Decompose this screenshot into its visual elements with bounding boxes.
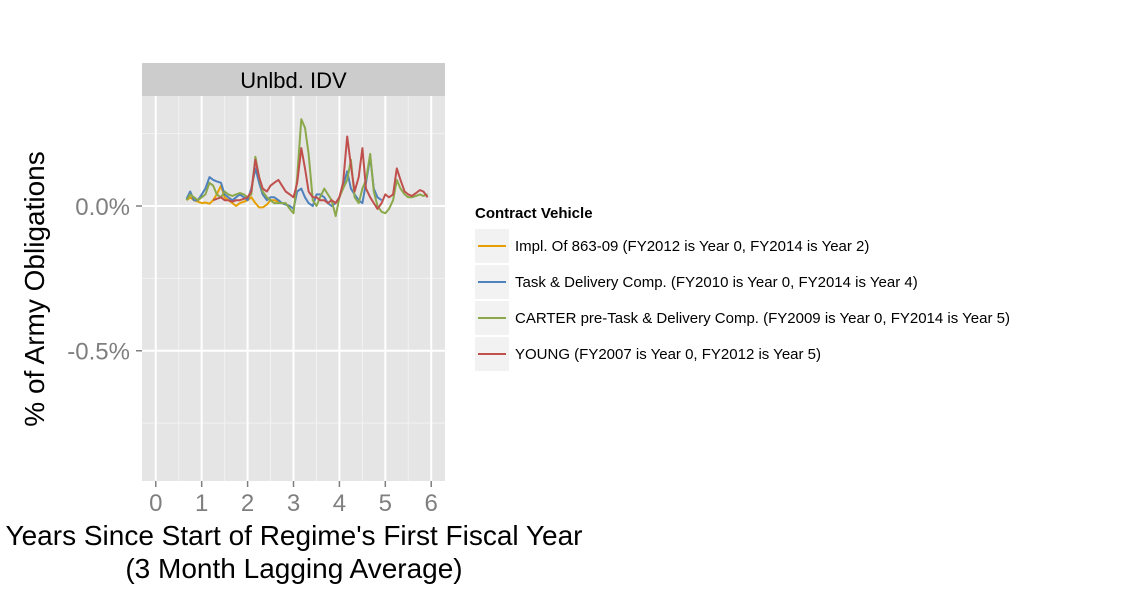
x-axis-title: Years Since Start of Regime's First Fisc…	[6, 520, 583, 551]
legend-label: Task & Delivery Comp. (FY2010 is Year 0,…	[515, 274, 918, 291]
legend-title: Contract Vehicle	[475, 205, 593, 222]
y-axis-title: % of Army Obligations	[19, 151, 50, 426]
facet-label: Unlbd. IDV	[240, 68, 347, 93]
x-tick-label: 6	[425, 490, 438, 517]
y-axis: 0.0% -0.5%	[67, 194, 142, 366]
y-tick-label: -0.5%	[67, 339, 130, 366]
x-tick-label: 2	[241, 490, 254, 517]
x-tick-label: 5	[379, 490, 392, 517]
legend-items: Impl. Of 863-09 (FY2012 is Year 0, FY201…	[475, 229, 1010, 371]
x-tick-label: 3	[287, 490, 300, 517]
legend: Contract Vehicle Impl. Of 863-09 (FY2012…	[475, 205, 1010, 371]
x-tick-label: 1	[195, 490, 208, 517]
facet-strip	[142, 63, 445, 96]
x-axis-subtitle: (3 Month Lagging Average)	[125, 553, 462, 584]
x-axis: 0 1 2 3 4 5 6	[149, 481, 438, 517]
series-layer	[185, 118, 429, 218]
series-line-0	[185, 184, 291, 209]
series-line-3	[212, 135, 429, 210]
x-tick-label: 0	[149, 490, 162, 517]
x-tick-label: 4	[333, 490, 346, 517]
y-tick-label: 0.0%	[75, 194, 130, 221]
legend-label: CARTER pre-Task & Delivery Comp. (FY2009…	[515, 310, 1010, 327]
legend-label: YOUNG (FY2007 is Year 0, FY2012 is Year …	[515, 346, 821, 363]
series-line-2	[185, 118, 428, 218]
grid-major	[142, 96, 445, 481]
legend-label: Impl. Of 863-09 (FY2012 is Year 0, FY201…	[515, 238, 869, 255]
